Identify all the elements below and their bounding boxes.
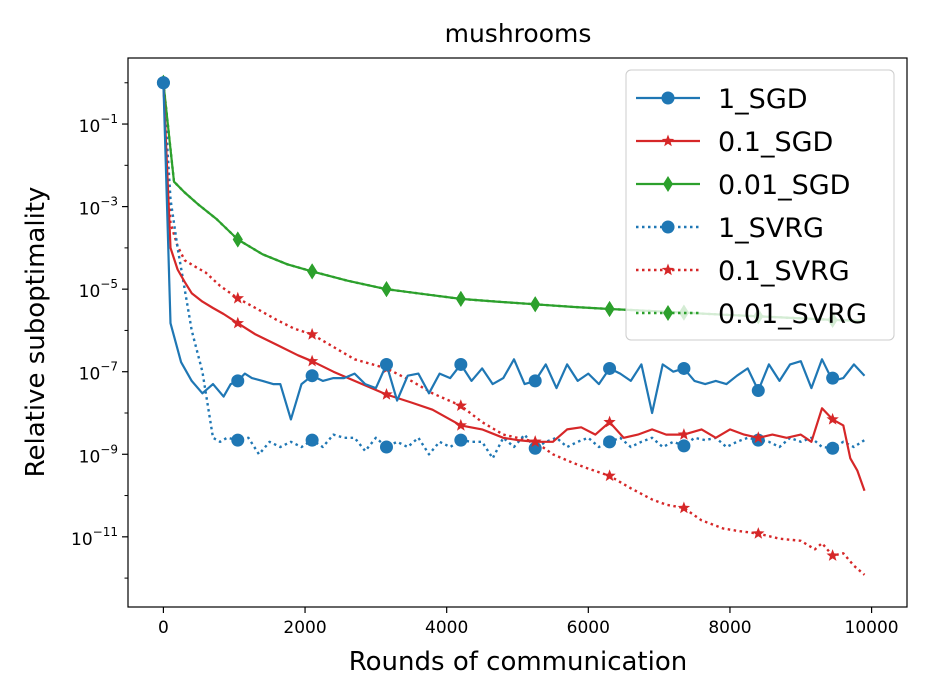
marker-0.1_SGD bbox=[380, 388, 393, 400]
legend-box bbox=[625, 69, 895, 341]
series-line-1_SGD bbox=[162, 82, 866, 421]
marker-0.1_SVRG bbox=[603, 469, 616, 482]
marker-0.1_SGD bbox=[603, 415, 616, 428]
series-1_SGD bbox=[156, 76, 866, 421]
marker-1_SVRG bbox=[305, 433, 319, 447]
marker-1_SGD bbox=[751, 384, 765, 398]
marker-1_SGD bbox=[156, 76, 170, 90]
marker-1_SGD bbox=[603, 361, 617, 375]
y-tick-label: 10−1 bbox=[79, 112, 118, 137]
legend-label-0.01_SGD: 0.01_SGD bbox=[718, 170, 850, 201]
y-tick-label: 10−5 bbox=[79, 277, 118, 302]
y-axis-label: Relative suboptimality bbox=[21, 187, 51, 478]
marker-1_SVRG bbox=[603, 435, 617, 449]
marker-1_SVRG bbox=[454, 433, 468, 447]
y-tick-label: 10−7 bbox=[79, 360, 118, 385]
x-tick-label: 2000 bbox=[283, 618, 326, 638]
marker-0.01_SGD bbox=[530, 296, 541, 313]
legend-label-0.1_SVRG: 0.1_SVRG bbox=[718, 256, 850, 287]
legend: 1_SGD 0.1_SGD 0.01_SGD 1_SVRG 0.1_SVRG 0.01_S… bbox=[625, 69, 895, 341]
y-tick-label: 10−9 bbox=[79, 442, 118, 467]
legend-marker-0.01_SVRG bbox=[663, 305, 673, 321]
marker-1_SVRG bbox=[379, 440, 393, 454]
marker-0.1_SVRG bbox=[454, 399, 467, 411]
marker-0.1_SVRG bbox=[305, 327, 319, 340]
marker-1_SGD bbox=[231, 374, 245, 388]
legend-label-1_SVRG: 1_SVRG bbox=[718, 213, 824, 244]
x-tick-label: 8000 bbox=[708, 618, 751, 638]
marker-0.1_SVRG bbox=[231, 291, 244, 304]
marker-0.01_SGD bbox=[232, 231, 243, 248]
y-tick-label: 10−3 bbox=[79, 195, 118, 220]
x-tick-label: 10000 bbox=[845, 618, 899, 638]
marker-0.1_SVRG bbox=[826, 549, 839, 561]
marker-0.1_SGD bbox=[677, 428, 691, 440]
x-tick-label: 4000 bbox=[425, 618, 468, 638]
x-tick-label: 6000 bbox=[567, 618, 610, 638]
marker-1_SGD bbox=[826, 371, 840, 385]
plot-frame bbox=[127, 57, 908, 608]
legend-marker-0.1_SGD bbox=[661, 134, 675, 147]
legend-marker-0.01_SGD bbox=[663, 176, 673, 192]
marker-0.1_SGD bbox=[231, 316, 244, 329]
marker-0.1_SGD bbox=[529, 435, 542, 448]
legend-marker-1_SVRG bbox=[661, 220, 675, 234]
marker-1_SVRG bbox=[677, 439, 691, 453]
marker-1_SVRG bbox=[826, 441, 840, 455]
x-axis-label: Rounds of communication bbox=[349, 647, 687, 677]
legend-label-0.1_SGD: 0.1_SGD bbox=[718, 127, 833, 158]
marker-1_SVRG bbox=[528, 441, 542, 455]
y-tick-label: 10−11 bbox=[71, 525, 118, 550]
marker-1_SGD bbox=[528, 374, 542, 388]
marker-0.1_SGD bbox=[454, 418, 467, 431]
marker-0.01_SGD bbox=[307, 263, 318, 280]
marker-0.1_SGD bbox=[305, 354, 319, 367]
marker-0.01_SGD bbox=[455, 290, 466, 307]
chart-title: mushrooms bbox=[445, 19, 592, 48]
marker-0.01_SGD bbox=[604, 301, 615, 318]
marker-0.01_SGD bbox=[381, 281, 392, 298]
marker-1_SGD bbox=[454, 357, 468, 371]
marker-0.1_SGD bbox=[752, 431, 765, 444]
marker-1_SGD bbox=[677, 361, 691, 375]
legend-marker-0.1_SVRG bbox=[661, 263, 675, 276]
marker-0.1_SVRG bbox=[677, 501, 691, 514]
marker-1_SGD bbox=[379, 357, 393, 371]
marker-1_SVRG bbox=[231, 433, 245, 447]
marker-0.1_SVRG bbox=[752, 527, 765, 539]
marker-1_SGD bbox=[305, 369, 319, 383]
legend-marker-1_SGD bbox=[661, 91, 675, 105]
marker-0.1_SGD bbox=[826, 412, 839, 425]
legend-label-0.01_SVRG: 0.01_SVRG bbox=[718, 299, 867, 330]
series-line-1_SVRG bbox=[162, 82, 866, 460]
x-tick-label: 0 bbox=[158, 618, 169, 638]
legend-label-1_SGD: 1_SGD bbox=[718, 84, 808, 115]
